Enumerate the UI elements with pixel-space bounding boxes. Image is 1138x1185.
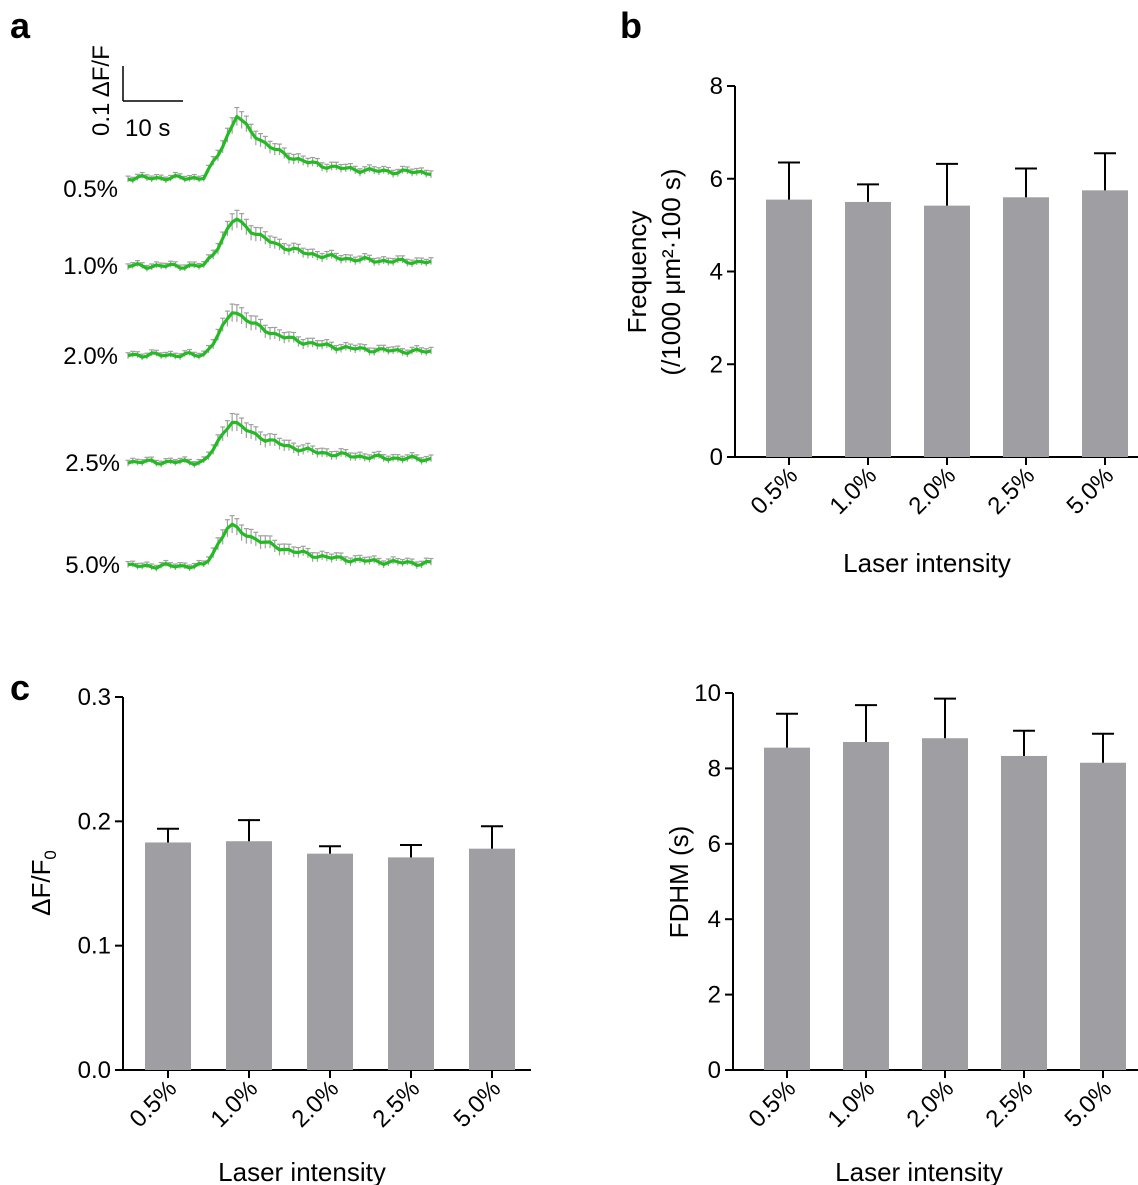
- fdhm-bar: [922, 738, 968, 1070]
- frequency-x-axis-title: Laser intensity: [843, 548, 1011, 578]
- frequency-y-axis-title-line1: Frequency: [622, 211, 652, 334]
- panel-b-letter: b: [620, 5, 642, 46]
- fdhm-x-axis-title: Laser intensity: [835, 1157, 1003, 1185]
- fdhm-x-tick-label: 0.5%: [743, 1075, 801, 1133]
- dff-y-axis-title-text: ΔF/F: [26, 860, 56, 916]
- panel-c-letter: c: [10, 667, 30, 708]
- scale-bar: 0.1 ΔF/F 10 s: [88, 45, 183, 142]
- frequency-y-tick-label: 4: [710, 259, 723, 286]
- fdhm-x-tick-label: 2.0%: [901, 1075, 959, 1133]
- trace-label-1: 1.0%: [63, 253, 118, 280]
- frequency-x-tick-label: 2.0%: [903, 462, 961, 520]
- fdhm-y-tick-label: 6: [708, 831, 721, 858]
- fdhm-y-tick-label: 4: [708, 906, 721, 933]
- fdhm-x-tick-label: 2.5%: [980, 1075, 1038, 1133]
- trace-label-0: 0.5%: [63, 176, 118, 203]
- fdhm-x-tick-label: 5.0%: [1059, 1075, 1117, 1133]
- frequency-bar: [766, 199, 812, 457]
- frequency-y-tick-label: 6: [710, 166, 723, 193]
- panel-a-letter: a: [10, 5, 31, 46]
- dff-x-tick-label: 2.5%: [367, 1075, 425, 1133]
- dff-x-tick-label: 2.0%: [286, 1075, 344, 1133]
- frequency-bar: [924, 205, 970, 457]
- frequency-bar-chart: Frequency (/1000 μm²·100 s) Laser intens…: [622, 73, 1138, 578]
- fdhm-y-tick-label: 0: [708, 1057, 721, 1084]
- fdhm-bar-chart: FDHM (s) Laser intensity 0 2 4 6 8 10 0.5% 1.0%…: [664, 680, 1138, 1185]
- frequency-x-tick-label: 5.0%: [1061, 462, 1119, 520]
- dff-x-tick-label: 5.0%: [448, 1075, 506, 1133]
- dff-bar: [307, 853, 353, 1070]
- dff-x-tick-label: 0.5%: [124, 1075, 182, 1133]
- frequency-x-tick-label: 1.0%: [824, 462, 882, 520]
- frequency-bar: [1082, 190, 1128, 457]
- trace-3-line: [127, 420, 432, 467]
- trace-label-4: 5.0%: [65, 552, 120, 579]
- scale-bar-y-label: 0.1 ΔF/F: [88, 45, 115, 136]
- frequency-bar: [845, 201, 891, 457]
- dff-y-axis-title: ΔF/F0: [26, 850, 60, 916]
- scale-bar-x-label: 10 s: [125, 115, 170, 142]
- fdhm-y-tick-label: 10: [694, 680, 721, 707]
- fdhm-y-axis-title: FDHM (s): [664, 826, 694, 939]
- frequency-y-tick-label: 2: [710, 351, 723, 378]
- fdhm-y-tick-label: 8: [708, 755, 721, 782]
- trace-0-line: [127, 114, 432, 182]
- trace-4-line: [127, 522, 432, 570]
- frequency-y-axis-title-line2: (/1000 μm²·100 s): [656, 168, 686, 375]
- dff-x-tick-label: 1.0%: [205, 1075, 263, 1133]
- dff-y-tick-label: 0.2: [78, 808, 111, 835]
- fdhm-bar: [1080, 762, 1126, 1070]
- dff-y-tick-label: 0.3: [78, 684, 111, 711]
- trace-1-line: [127, 217, 432, 271]
- frequency-y-tick-label: 0: [710, 444, 723, 471]
- dff-y-tick-label: 0.0: [78, 1057, 111, 1084]
- dff-x-axis-title: Laser intensity: [218, 1157, 386, 1185]
- fdhm-bar: [843, 742, 889, 1070]
- trace-label-2: 2.0%: [63, 343, 118, 370]
- fdhm-bar: [764, 747, 810, 1070]
- dff-bar: [388, 857, 434, 1070]
- frequency-bar: [1003, 197, 1049, 458]
- frequency-y-tick-label: 8: [710, 73, 723, 100]
- dff-bar: [145, 842, 191, 1070]
- dff-bar-chart: ΔF/F0 Laser intensity 0.0 0.1 0.2 0.3 0.5% 1.…: [26, 684, 531, 1185]
- fluorescence-traces: [125, 106, 434, 572]
- dff-bar: [226, 841, 272, 1070]
- frequency-x-tick-label: 0.5%: [745, 462, 803, 520]
- dff-bar: [469, 848, 515, 1070]
- fdhm-y-tick-label: 2: [708, 982, 721, 1009]
- trace-2-line: [127, 311, 432, 359]
- fdhm-x-tick-label: 1.0%: [822, 1075, 880, 1133]
- frequency-x-tick-label: 2.5%: [982, 462, 1040, 520]
- fdhm-bar: [1001, 755, 1047, 1070]
- dff-y-tick-label: 0.1: [78, 933, 111, 960]
- trace-label-3: 2.5%: [65, 450, 120, 477]
- dff-y-axis-title-subscript: 0: [41, 850, 60, 859]
